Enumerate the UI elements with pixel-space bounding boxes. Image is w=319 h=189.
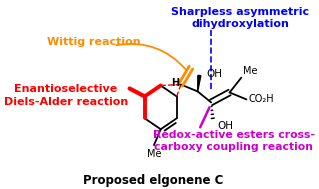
Text: Me: Me	[147, 149, 161, 159]
Text: Enantioselective
Diels-Alder reaction: Enantioselective Diels-Alder reaction	[4, 84, 128, 107]
Text: CO₂H: CO₂H	[248, 94, 274, 104]
Text: Redox-active esters cross-
carboxy coupling reaction: Redox-active esters cross- carboxy coupl…	[153, 130, 315, 152]
Text: Wittig reaction: Wittig reaction	[47, 37, 140, 47]
Text: OH: OH	[217, 121, 233, 131]
Text: Me: Me	[243, 66, 257, 76]
Text: H: H	[171, 77, 179, 88]
Polygon shape	[198, 75, 201, 91]
Text: Proposed elgonene C: Proposed elgonene C	[83, 174, 224, 187]
Text: Sharpless asymmetric
dihydroxylation: Sharpless asymmetric dihydroxylation	[172, 7, 310, 29]
Text: OH: OH	[206, 69, 222, 79]
